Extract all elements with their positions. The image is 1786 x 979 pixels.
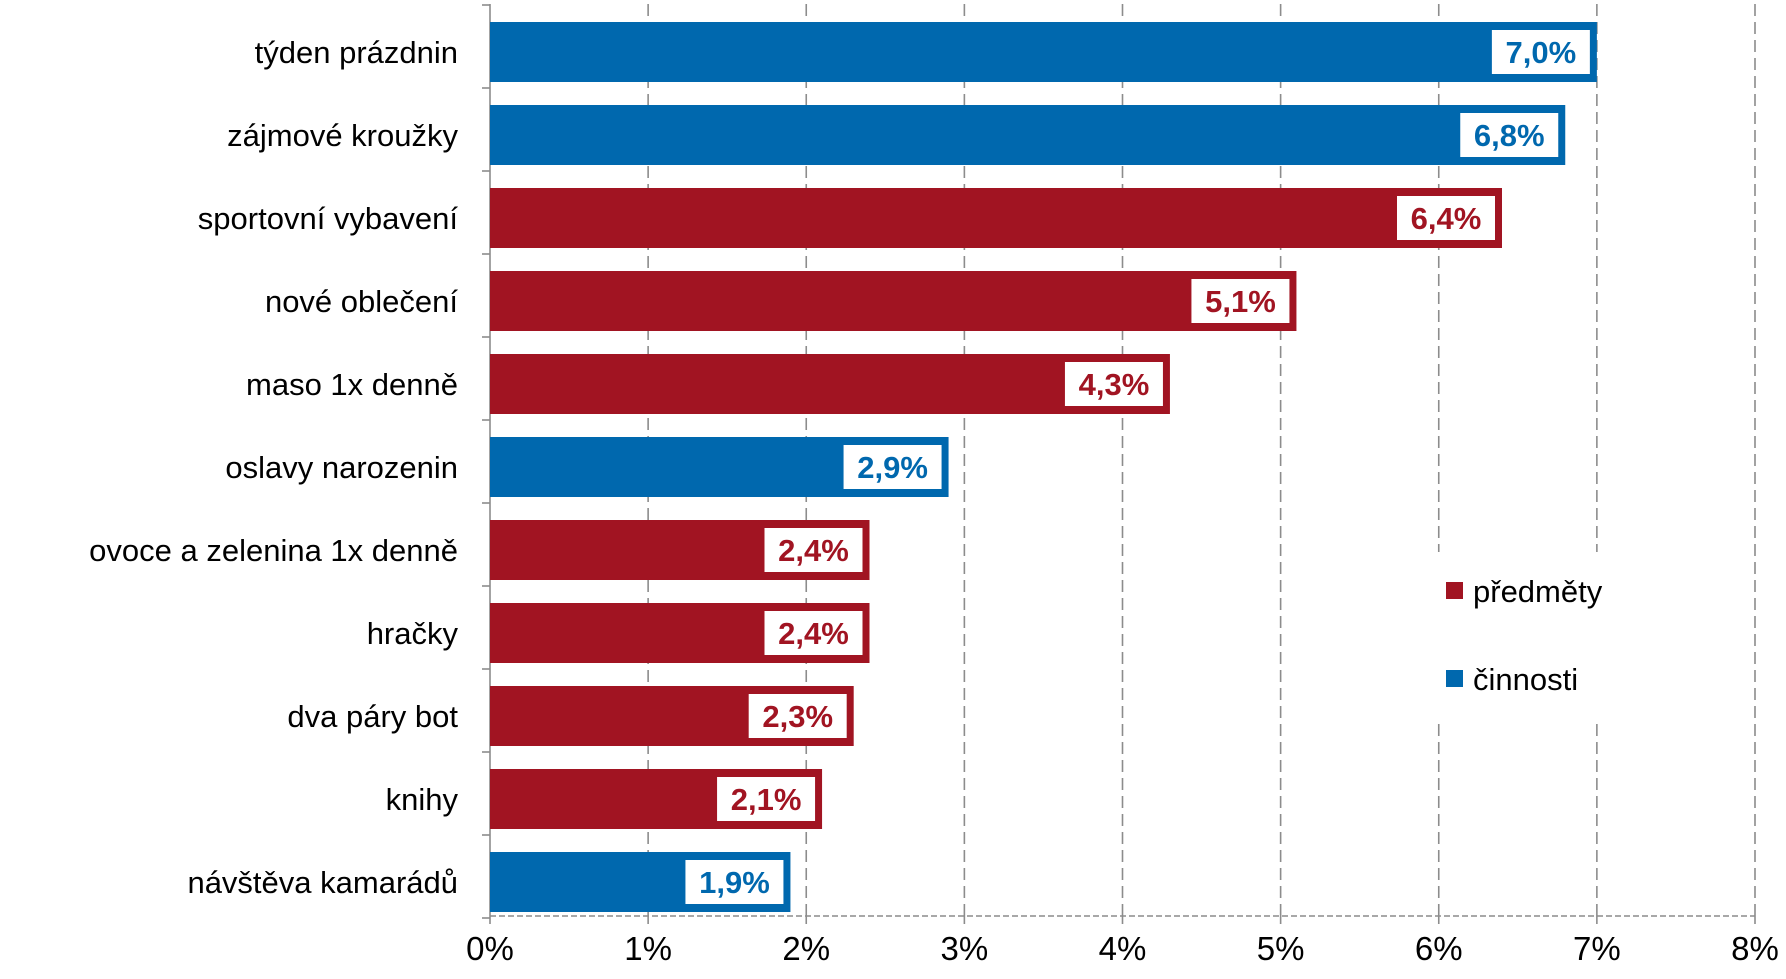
category-label: oslavy narozenin — [225, 450, 458, 485]
bar — [490, 271, 1297, 331]
data-label: 5,1% — [1205, 284, 1276, 319]
category-labels: týden prázdnin zájmové kroužky sportovní v… — [89, 35, 458, 900]
x-tick-label: 8% — [1731, 930, 1779, 967]
data-label: 4,3% — [1079, 367, 1150, 402]
category-label: hračky — [367, 616, 459, 651]
data-label: 2,9% — [857, 450, 928, 485]
legend: předměty činnosti — [1432, 552, 1648, 720]
data-label: 7,0% — [1506, 35, 1577, 70]
data-label-box — [841, 443, 944, 491]
data-label-box — [1458, 111, 1561, 159]
data-label-box — [762, 609, 865, 657]
data-label: 6,4% — [1411, 201, 1482, 236]
legend-swatch — [1446, 670, 1463, 687]
data-label: 2,4% — [778, 533, 849, 568]
legend-label: předměty — [1473, 574, 1603, 609]
bar — [490, 105, 1566, 165]
data-label: 2,4% — [778, 616, 849, 651]
data-label: 2,1% — [731, 782, 802, 817]
data-label-box — [1062, 360, 1165, 408]
x-tick-label: 6% — [1415, 930, 1463, 967]
data-label-box — [715, 775, 818, 823]
category-label: dva páry bot — [287, 699, 458, 734]
category-label: návštěva kamarádů — [187, 865, 458, 900]
x-tick-labels: 0% 1% 2% 3% 4% 5% 6% 7% 8% — [466, 930, 1779, 967]
category-label: nové oblečení — [265, 284, 458, 319]
x-tick-label: 1% — [624, 930, 672, 967]
category-label: sportovní vybavení — [198, 201, 459, 236]
category-label: zájmové kroužky — [227, 118, 458, 153]
data-label: 1,9% — [699, 865, 770, 900]
x-tick-label: 3% — [941, 930, 989, 967]
data-label-box — [683, 858, 786, 906]
bars: 7,0% 6,8% 6,4% 5,1% 4,3% 2,9% 2,4% 2,4% 2,3% 2,1%… — [490, 22, 1597, 912]
x-tick-label: 2% — [782, 930, 830, 967]
bar — [490, 188, 1502, 248]
legend-swatch — [1446, 582, 1463, 599]
bar — [490, 354, 1170, 414]
data-label: 6,8% — [1474, 118, 1545, 153]
category-label: týden prázdnin — [255, 35, 458, 70]
x-tick-label: 4% — [1099, 930, 1147, 967]
x-tick-label: 5% — [1257, 930, 1305, 967]
data-label-box — [1489, 28, 1592, 76]
category-label: knihy — [386, 782, 459, 817]
x-tick-label: 7% — [1573, 930, 1621, 967]
bar — [490, 22, 1597, 82]
data-label-box — [1395, 194, 1497, 242]
x-tick-label: 0% — [466, 930, 514, 967]
data-label-box — [1189, 277, 1292, 325]
category-label: ovoce a zelenina 1x denně — [89, 533, 458, 568]
data-label: 2,3% — [762, 699, 833, 734]
data-label-box — [762, 526, 865, 574]
data-label-box — [746, 692, 849, 740]
legend-background — [1432, 552, 1648, 720]
category-label: maso 1x denně — [246, 367, 458, 402]
legend-label: činnosti — [1473, 662, 1578, 697]
